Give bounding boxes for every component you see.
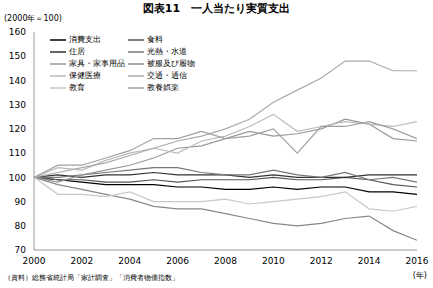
html-text:被服及び履物: 被服及び履物 [147, 59, 195, 68]
svg-text:2010: 2010 [262, 256, 285, 266]
html-text:交通・通信: 交通・通信 [147, 71, 187, 80]
svg-text:80: 80 [15, 221, 27, 231]
svg-text:140: 140 [9, 76, 26, 86]
html-text:家具・家事用品: 家具・家事用品 [69, 59, 125, 68]
html-text:教育: 教育 [69, 83, 85, 92]
svg-text:120: 120 [9, 124, 26, 134]
html-text:保健医療: 保健医療 [69, 71, 101, 80]
svg-text:100: 100 [9, 173, 26, 183]
svg-text:2004: 2004 [118, 256, 141, 266]
svg-text:2008: 2008 [214, 256, 237, 266]
html-text:図表11 一人当たり実質支出: 図表11 一人当たり実質支出 [142, 2, 291, 15]
html-text:食料: 食料 [147, 35, 163, 44]
svg-text:70: 70 [15, 245, 27, 255]
html-text:光熱・水道: 光熱・水道 [147, 47, 187, 56]
html-text:(年): (年) [412, 271, 427, 280]
svg-text:2014: 2014 [358, 256, 381, 266]
svg-text:2016: 2016 [406, 256, 425, 266]
html-text:（資料）総務省統計局「家計調査」「消費者物価指数」: （資料）総務省統計局「家計調査」「消費者物価指数」 [4, 274, 179, 282]
svg-text:2002: 2002 [70, 256, 93, 266]
svg-text:130: 130 [9, 100, 26, 110]
html-text:消費支出: 消費支出 [69, 35, 101, 44]
svg-text:160: 160 [9, 27, 26, 37]
html-text:住居: 住居 [69, 47, 85, 56]
html-text:(2000年＝100): (2000年＝100) [4, 14, 62, 23]
svg-text:110: 110 [9, 148, 26, 158]
html-text:教養娯楽: 教養娯楽 [147, 83, 179, 92]
svg-text:90: 90 [15, 197, 27, 207]
svg-text:150: 150 [9, 51, 26, 61]
svg-text:2000: 2000 [23, 256, 46, 266]
svg-text:2012: 2012 [310, 256, 333, 266]
svg-text:2006: 2006 [166, 256, 189, 266]
